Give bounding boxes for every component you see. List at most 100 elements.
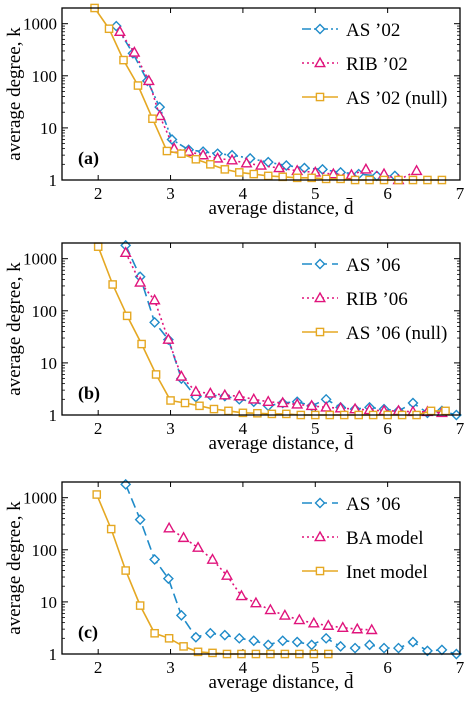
x-tick-label: 7 [456, 184, 465, 203]
x-tick-label: 4 [239, 658, 248, 677]
diamond-marker [162, 573, 174, 585]
square-marker [263, 171, 273, 181]
diamond-marker [277, 635, 289, 647]
diamond-marker [233, 632, 245, 644]
series-2 [163, 521, 378, 635]
square-marker [137, 339, 146, 349]
series-1 [120, 478, 462, 660]
y-axis-label: average degree, k [4, 262, 25, 396]
series-line [115, 25, 395, 177]
x-tick-label: 3 [166, 658, 175, 677]
triangle-marker [336, 621, 349, 632]
diamond-marker [190, 631, 202, 643]
diamond-marker [314, 497, 326, 509]
x-tick-label: 2 [94, 184, 103, 203]
triangle-marker [163, 521, 176, 533]
plot-frame [61, 242, 461, 416]
triangle-marker [218, 388, 231, 400]
legend-label: AS ’06 (null) [346, 323, 447, 344]
square-marker [93, 242, 103, 251]
diamond-marker [166, 133, 178, 145]
x-axis-label: average distance, d̄ [208, 433, 354, 454]
triangle-marker [197, 148, 210, 160]
x-tick-label: 4 [239, 419, 248, 438]
x-axis-label: average distance, d̄ [208, 198, 354, 219]
square-marker [315, 566, 325, 576]
triangle-marker [249, 596, 262, 608]
diamond-marker [149, 554, 161, 566]
triangle-marker [175, 369, 188, 381]
x-tick-label: 5 [311, 658, 320, 677]
diamond-marker [320, 632, 332, 644]
x-tick-label: 2 [94, 658, 103, 677]
triangle-marker [255, 159, 267, 170]
square-marker [292, 173, 302, 183]
diamond-marker [280, 159, 292, 171]
chart-panel-2: 2 3 4 5 6 7 1 10 100 1000 AS ’06 RIB ’06 AS ’06 (nul… [4, 239, 465, 454]
x-tick-label: 5 [311, 184, 320, 203]
square-marker [224, 406, 233, 416]
diamond-marker [149, 316, 161, 328]
square-marker [426, 406, 436, 416]
triangle-marker [211, 151, 224, 163]
diamond-marker [314, 258, 326, 270]
series-line [168, 527, 372, 631]
square-marker [150, 628, 159, 638]
triangle-marker [247, 392, 260, 404]
series-2 [113, 25, 423, 185]
x-tick-label: 4 [239, 184, 248, 203]
y-tick-label: 100 [32, 67, 58, 86]
x-tick-label: 7 [456, 658, 465, 677]
triangle-marker [307, 616, 320, 628]
y-tick-label: 10 [40, 354, 57, 373]
x-tick-label: 5 [311, 419, 320, 438]
diamond-marker [349, 642, 361, 654]
y-axis-label: average degree, k [4, 501, 25, 635]
triangle-marker [182, 145, 195, 156]
x-tick-label: 6 [383, 184, 392, 203]
triangle-marker [314, 291, 326, 303]
square-marker [92, 490, 102, 499]
diamond-marker [262, 639, 274, 651]
diamond-marker [134, 514, 146, 526]
diamond-marker [219, 629, 231, 641]
square-marker [208, 648, 217, 658]
triangle-marker [192, 541, 205, 552]
square-marker [315, 327, 325, 337]
square-marker [177, 149, 186, 158]
square-marker [220, 165, 230, 174]
square-marker [162, 146, 172, 156]
diamond-marker [364, 639, 376, 651]
diamond-marker [407, 636, 419, 648]
triangle-marker [148, 293, 161, 305]
square-marker [282, 409, 291, 419]
triangle-marker [410, 164, 423, 176]
square-marker [180, 398, 190, 408]
triangle-marker [177, 531, 190, 543]
y-tick-label: 10 [40, 593, 57, 612]
y-tick-label: 1000 [23, 250, 57, 269]
square-marker [179, 642, 188, 651]
diamond-marker [421, 645, 433, 657]
y-tick-label: 1 [49, 171, 58, 190]
diamond-marker [204, 627, 216, 639]
x-tick-label: 6 [383, 419, 392, 438]
square-marker [135, 601, 145, 610]
triangle-marker [220, 569, 233, 580]
triangle-marker [119, 246, 132, 258]
triangle-marker [264, 603, 277, 615]
square-marker [336, 174, 345, 184]
diamond-marker [291, 636, 303, 648]
y-tick-label: 1 [49, 406, 58, 425]
triangle-marker [293, 613, 306, 625]
panel-label: (a) [78, 148, 99, 169]
square-marker [206, 160, 215, 169]
square-marker [441, 406, 450, 416]
chart-panel-1: 2 3 4 5 6 7 1 10 100 1000 AS ’02 RIB ’02 AS ’02 (nul… [4, 3, 465, 219]
y-axis-label: average degree, k [4, 27, 25, 161]
triangle-marker [365, 623, 378, 635]
square-marker [209, 404, 219, 414]
triangle-marker [134, 276, 147, 287]
x-tick-label: 3 [166, 184, 175, 203]
